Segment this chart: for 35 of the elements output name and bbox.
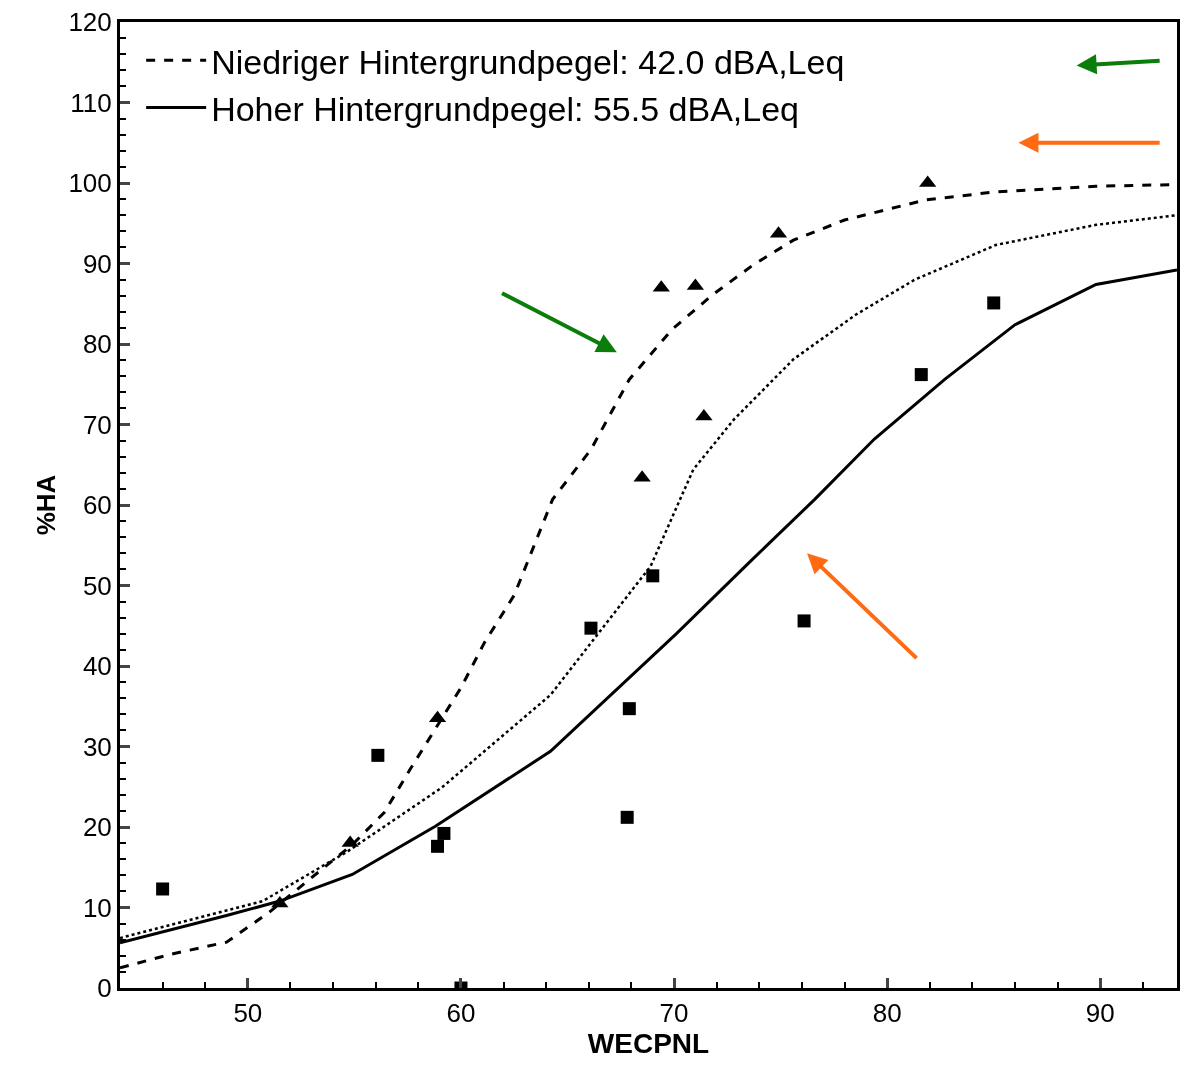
y-tick-label: 60 xyxy=(82,490,112,521)
point xyxy=(622,702,636,716)
legend-label: Hoher Hintergrundpegel: 55.5 dBA,Leq xyxy=(211,89,799,128)
y-tick-label: 30 xyxy=(82,731,112,762)
y-tick-label: 70 xyxy=(82,409,112,440)
point xyxy=(271,895,289,908)
point xyxy=(797,614,811,628)
legend-label: Niedriger Hintergrundpegel: 42.0 dBA,Leq xyxy=(211,42,845,81)
y-tick-label: 40 xyxy=(82,651,112,682)
y-tick-label: 50 xyxy=(82,570,112,601)
y-tick-label: 80 xyxy=(82,329,112,360)
x-axis-title: WECPNL xyxy=(587,1028,710,1060)
y-axis-title: %HA xyxy=(30,474,61,536)
x-tick-label: 50 xyxy=(233,998,263,1029)
y-tick-label: 10 xyxy=(82,892,112,923)
y-tick-label: 20 xyxy=(82,812,112,843)
point xyxy=(646,569,660,583)
point xyxy=(620,810,634,824)
x-tick-label: 60 xyxy=(446,998,476,1029)
x-tick-label: 90 xyxy=(1085,998,1115,1029)
y-tick-label: 0 xyxy=(97,973,112,1004)
point xyxy=(371,748,385,762)
point xyxy=(584,621,598,635)
x-tick-label: 70 xyxy=(659,998,689,1029)
point xyxy=(156,882,170,896)
y-tick-label: 120 xyxy=(68,7,112,38)
y-tick-label: 90 xyxy=(82,248,112,279)
point xyxy=(437,826,451,840)
y-tick-label: 110 xyxy=(70,87,112,118)
point xyxy=(695,408,713,421)
x-tick-label: 80 xyxy=(872,998,902,1029)
point xyxy=(987,296,1001,310)
point xyxy=(431,839,445,853)
y-tick-label: 100 xyxy=(68,168,112,199)
point xyxy=(914,368,928,382)
